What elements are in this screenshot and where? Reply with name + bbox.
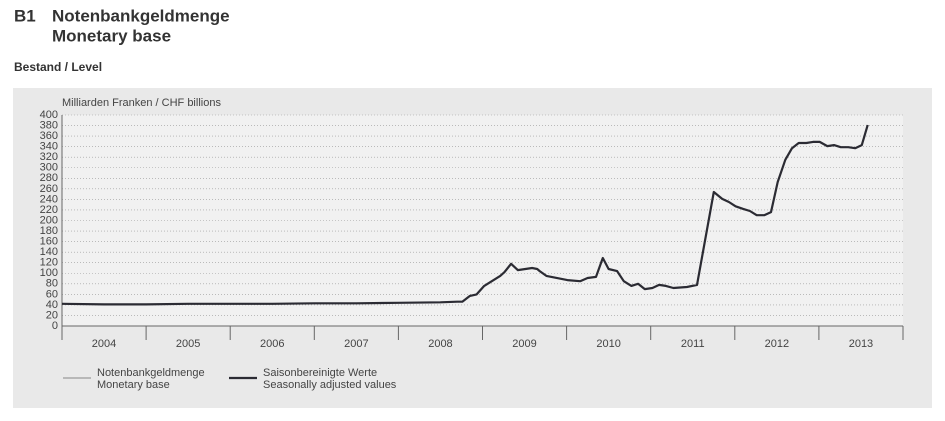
legend-label: Notenbankgeldmenge	[97, 367, 205, 379]
y-tick-label: 360	[40, 130, 58, 142]
y-tick-label: 20	[46, 309, 58, 321]
y-tick-label: 60	[46, 288, 58, 300]
chart-title-en: Monetary base	[52, 26, 171, 45]
y-tick-label: 120	[40, 257, 58, 269]
y-tick-label: 340	[40, 141, 58, 153]
legend-label: Saisonbereinigte Werte	[263, 367, 377, 379]
x-tick-label: 2006	[260, 338, 284, 350]
y-tick-label: 380	[40, 119, 58, 131]
x-tick-label: 2013	[849, 338, 873, 350]
y-tick-label: 80	[46, 278, 58, 290]
y-tick-label: 180	[40, 225, 58, 237]
chart-title: Notenbankgeldmenge	[52, 6, 230, 25]
y-tick-label: 320	[40, 151, 58, 163]
y-tick-label: 240	[40, 193, 58, 205]
x-tick-label: 2012	[765, 338, 789, 350]
y-axis-label: Milliarden Franken / CHF billions	[62, 97, 221, 109]
y-tick-label: 100	[40, 267, 58, 279]
y-tick-label: 0	[52, 320, 58, 332]
y-tick-label: 280	[40, 172, 58, 184]
y-tick-label: 300	[40, 162, 58, 174]
y-tick-label: 160	[40, 236, 58, 248]
x-tick-label: 2010	[596, 338, 620, 350]
y-tick-label: 260	[40, 183, 58, 195]
y-tick-label: 200	[40, 214, 58, 226]
legend-label-en: Monetary base	[97, 379, 170, 391]
y-tick-label: 140	[40, 246, 58, 258]
chart-number: B1	[14, 6, 36, 25]
x-tick-label: 2004	[92, 338, 116, 350]
legend-label-en: Seasonally adjusted values	[263, 379, 397, 391]
series-line	[61, 124, 869, 306]
x-tick-label: 2007	[344, 338, 368, 350]
x-tick-label: 2005	[176, 338, 200, 350]
x-tick-label: 2008	[428, 338, 452, 350]
chart-subtitle: Bestand / Level	[14, 60, 102, 74]
y-tick-label: 400	[40, 109, 58, 121]
x-tick-label: 2009	[512, 338, 536, 350]
y-tick-label: 40	[46, 299, 58, 311]
x-tick-label: 2011	[681, 338, 705, 350]
y-tick-label: 220	[40, 204, 58, 216]
